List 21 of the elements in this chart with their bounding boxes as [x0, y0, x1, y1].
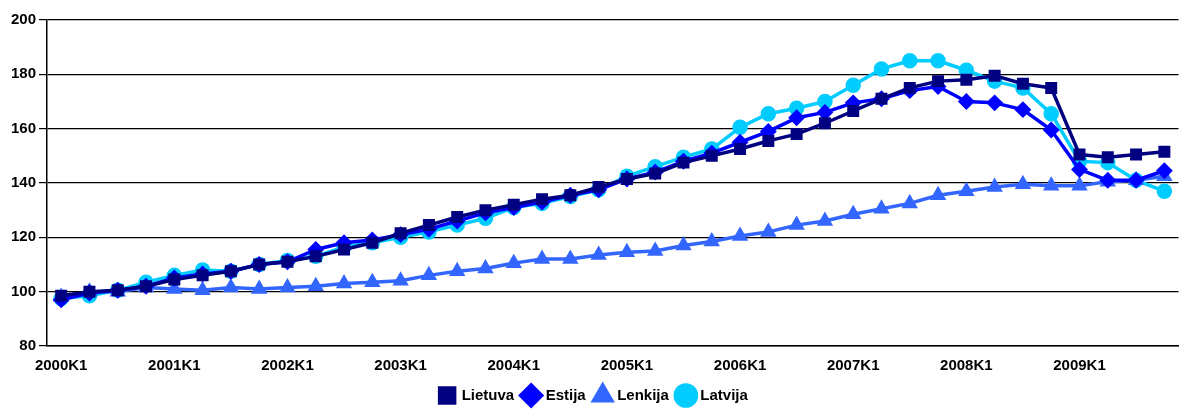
y-tick-label: 100 [11, 281, 37, 299]
x-tick-label: 2007K1 [826, 356, 880, 374]
x-tick-label: 2004K1 [487, 356, 541, 374]
legend-label: Latvija [700, 385, 749, 403]
y-tick-label: 180 [11, 64, 37, 82]
x-tick-label: 2006K1 [713, 356, 767, 374]
x-tick-label: 2001K1 [148, 356, 201, 374]
y-tick-label: 200 [11, 10, 37, 28]
x-tick-label: 2005K1 [600, 356, 654, 374]
legend-label: Estija [545, 385, 587, 403]
y-tick-label: 140 [11, 173, 37, 191]
x-tick-label: 2002K1 [261, 356, 314, 374]
x-tick-label: 2003K1 [374, 356, 427, 374]
legend-label: Lietuva [461, 385, 515, 403]
x-tick-label: 2000K1 [34, 356, 88, 374]
y-tick-label: 120 [11, 227, 37, 245]
legend-label: Lenkija [617, 385, 670, 403]
x-tick-label: 2009K1 [1053, 356, 1106, 374]
y-tick-label: 80 [19, 336, 37, 354]
y-tick-label: 160 [11, 118, 37, 136]
x-tick-label: 2008K1 [940, 356, 993, 374]
